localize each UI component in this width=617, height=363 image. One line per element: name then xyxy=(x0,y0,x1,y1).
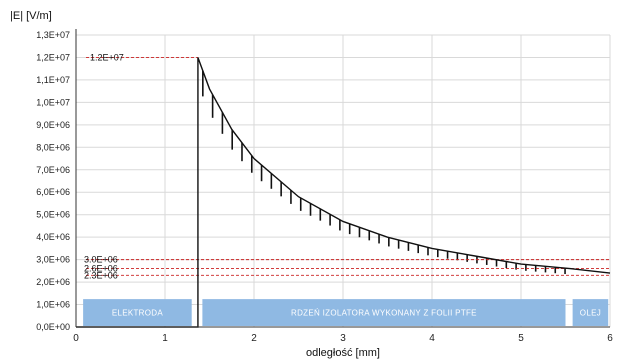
x-tick-labels: 0 1 2 3 4 5 6 xyxy=(73,333,613,344)
region-label: RDZEŃ IZOLATORA WYKONANY Z FOLII PTFE xyxy=(291,309,477,318)
annotation-labels: 1.2E+07 3.0E+062.6E+062.3E+06 xyxy=(84,52,124,280)
y-tick-label: 9,0E+06 xyxy=(36,120,70,130)
y-tick-label: 4,0E+06 xyxy=(36,232,70,242)
y-tick-label: 1,3E+07 xyxy=(36,30,70,40)
region-bar xyxy=(83,299,192,326)
y-tick-label: 3,0E+06 xyxy=(36,255,70,265)
x-tick-label: 1 xyxy=(162,333,168,344)
x-tick-label: 4 xyxy=(429,333,435,344)
x-tick-label: 0 xyxy=(73,333,79,344)
y-axis-title: |E| [V/m] xyxy=(10,10,52,22)
y-tick-label: 1,0E+07 xyxy=(36,97,70,107)
annotation-label: 2.6E+06 xyxy=(84,264,118,274)
region-bar xyxy=(202,299,566,326)
series-layer xyxy=(76,57,611,328)
region-label: ELEKTRODA xyxy=(112,309,164,318)
axes xyxy=(75,29,610,328)
annotation-label: 2.3E+06 xyxy=(84,270,118,280)
y-tick-label: 1,2E+07 xyxy=(36,52,70,62)
annotation-label: 1.2E+07 xyxy=(90,52,124,62)
annotation-lines xyxy=(86,57,610,276)
region-bar xyxy=(572,299,609,326)
x-tick-label: 6 xyxy=(607,333,613,344)
grid-lines xyxy=(75,34,611,328)
y-tick-label: 8,0E+06 xyxy=(36,142,70,152)
y-tick-label: 1,0E+06 xyxy=(36,300,70,310)
x-axis-title: odległość [mm] xyxy=(306,347,380,359)
region-label: OLEJ xyxy=(580,309,601,318)
annotation-label: 3.0E+06 xyxy=(84,255,118,265)
x-tick-label: 5 xyxy=(518,333,524,344)
region-bars: ELEKTRODA RDZEŃ IZOLATORA WYKONANY Z FOLI… xyxy=(83,299,609,326)
x-tick-label: 2 xyxy=(251,333,257,344)
y-tick-label: 2,0E+06 xyxy=(36,277,70,287)
field-series-line xyxy=(76,57,611,328)
y-tick-label: 7,0E+06 xyxy=(36,165,70,175)
y-tick-label: 5,0E+06 xyxy=(36,210,70,220)
y-tick-label: 6,0E+06 xyxy=(36,187,70,197)
y-tick-label: 1,1E+07 xyxy=(36,75,70,85)
y-tick-label: 0,0E+00 xyxy=(36,322,70,332)
x-tick-label: 3 xyxy=(340,333,346,344)
y-tick-labels: 0,0E+00 1,0E+06 2,0E+06 3,0E+06 4,0E+06 5,0E+… xyxy=(36,30,70,332)
hatch-marks xyxy=(202,70,566,275)
